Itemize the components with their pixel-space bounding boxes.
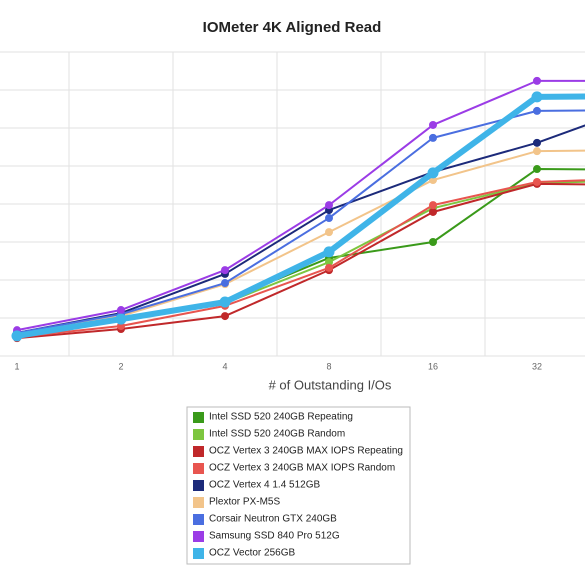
data-point (427, 167, 439, 179)
data-point (219, 296, 231, 308)
legend-swatch (193, 412, 204, 423)
legend: Intel SSD 520 240GB Repeating Intel SSD 5… (193, 412, 403, 559)
series-line (16, 180, 585, 337)
data-point (115, 313, 127, 325)
legend-label: OCZ Vertex 3 240GB MAX IOPS Random (209, 463, 395, 474)
data-point (11, 330, 23, 342)
data-point (533, 138, 541, 147)
data-point (429, 207, 437, 216)
data-point (221, 312, 229, 321)
series-line (16, 182, 585, 340)
data-point (429, 133, 437, 142)
x-tick-label: 16 (428, 361, 438, 371)
plot-area (11, 76, 585, 343)
legend-swatch (193, 429, 204, 440)
legend-swatch (193, 548, 204, 559)
data-point (117, 306, 125, 315)
data-point (429, 120, 437, 129)
legend-swatch (193, 514, 204, 525)
data-point (533, 147, 541, 156)
data-point (531, 91, 543, 103)
legend-label: Intel SSD 520 240GB Repeating (209, 412, 353, 423)
legend-box (186, 406, 411, 565)
legend-swatch (193, 446, 204, 457)
chart-title: IOMeter 4K Aligned Read (203, 19, 382, 36)
data-point (533, 76, 541, 85)
x-tick-label: 1 (14, 361, 19, 371)
data-point (533, 106, 541, 115)
legend-swatch (193, 497, 204, 508)
data-point (429, 201, 437, 210)
data-point (325, 263, 333, 272)
data-point (533, 177, 541, 186)
legend-label: OCZ Vector 256GB (209, 548, 295, 559)
data-point (533, 165, 541, 174)
x-tick-label: 2 (118, 361, 123, 371)
data-point (325, 201, 333, 210)
legend-label: OCZ Vertex 4 1.4 512GB (209, 480, 320, 491)
data-point (221, 266, 229, 275)
data-point (325, 258, 333, 267)
data-point (323, 246, 335, 258)
x-tick-label: 32 (532, 361, 542, 371)
x-tick-label: 4 (222, 361, 227, 371)
legend-label: Intel SSD 520 240GB Random (209, 429, 345, 440)
legend-label: OCZ Vertex 3 240GB MAX IOPS Repeating (209, 446, 403, 457)
x-tick-label: 8 (326, 361, 331, 371)
legend-label: Samsung SSD 840 Pro 512G (209, 531, 340, 542)
series-line (16, 124, 585, 334)
data-point (221, 279, 229, 288)
legend-label: Plextor PX-M5S (209, 497, 280, 508)
data-point (325, 228, 333, 237)
data-point (429, 238, 437, 246)
legend-swatch (193, 480, 204, 491)
legend-swatch (193, 531, 204, 542)
data-point (325, 214, 333, 223)
series-line (16, 93, 585, 339)
legend-label: Corsair Neutron GTX 240GB (209, 514, 337, 525)
x-axis-label: # of Outstanding I/Os (269, 377, 392, 392)
legend-swatch (193, 463, 204, 474)
series-line (16, 79, 585, 332)
